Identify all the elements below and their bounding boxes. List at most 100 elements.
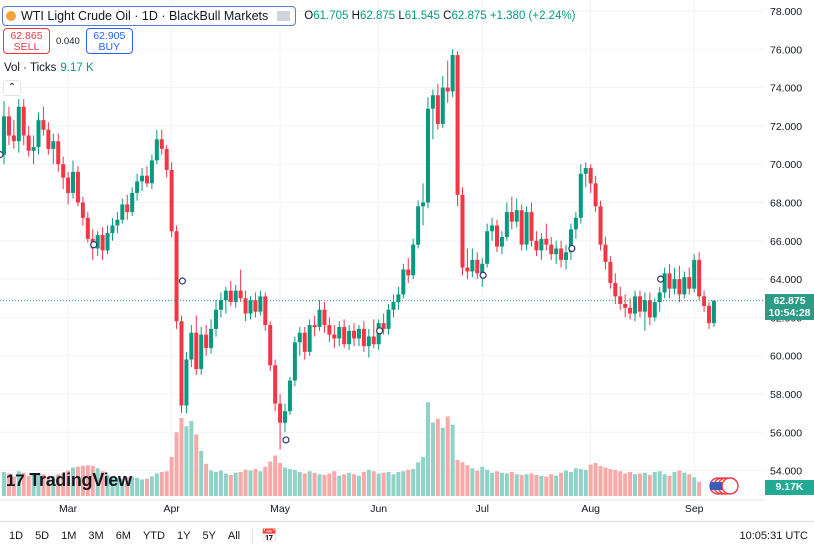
volume-bar: [154, 473, 159, 496]
candle-body: [692, 259, 697, 289]
candle-body: [406, 269, 411, 276]
tradingview-logo[interactable]: 17 TradingView: [6, 470, 132, 490]
volume-bar: [524, 474, 529, 496]
candle-body: [366, 336, 371, 347]
candle-body: [100, 235, 105, 251]
candle-body: [11, 135, 16, 142]
candle-body: [337, 326, 342, 339]
range-6m[interactable]: 6M: [115, 530, 131, 542]
range-3m[interactable]: 3M: [88, 530, 104, 542]
candle-body: [199, 334, 204, 370]
candle-body: [440, 87, 445, 124]
chevron-up-icon: ⌃: [7, 82, 17, 93]
candle-body: [682, 277, 687, 295]
volume-bar: [401, 471, 406, 496]
ohlc-values: O61.705 H62.875 L61.545 C62.875 +1.380 (…: [304, 10, 576, 22]
candle-body: [140, 175, 145, 182]
volume-bar: [347, 472, 352, 496]
candle-body: [544, 238, 549, 245]
volume-bar: [416, 462, 421, 496]
candle-body: [302, 332, 307, 352]
range-ytd[interactable]: YTD: [142, 530, 165, 542]
volume-bar: [95, 468, 100, 496]
range-5y[interactable]: 5Y: [202, 530, 216, 542]
volume-bar: [490, 472, 495, 496]
volume-bar: [662, 474, 667, 496]
candle-body: [258, 296, 263, 312]
volume-bar: [11, 476, 16, 496]
candle-body: [169, 169, 174, 232]
volume-bar: [110, 477, 115, 496]
range-1m[interactable]: 1M: [61, 530, 77, 542]
volume-bar: [647, 475, 652, 496]
event-marker-icon: [657, 275, 665, 283]
candle-body: [430, 95, 435, 109]
candle-body: [524, 212, 529, 245]
volume-bar: [21, 472, 26, 496]
candle-body: [268, 325, 273, 366]
candle-body: [573, 217, 578, 230]
utc-clock[interactable]: 10:05:31 UTC: [739, 530, 808, 542]
volume-bar: [125, 477, 130, 496]
candle-body: [174, 231, 179, 322]
range-5d[interactable]: 5D: [35, 530, 50, 542]
volume-bar: [475, 470, 480, 496]
volume-bar: [470, 468, 475, 496]
volume-bar: [169, 457, 174, 496]
volume-bar: [46, 476, 51, 496]
price-axis[interactable]: 78.000 76.000 74.000 72.000 70.000 68.000 66.0…: [770, 6, 802, 478]
range-all[interactable]: All: [227, 530, 241, 542]
range-1y[interactable]: 1Y: [176, 530, 191, 542]
candle-body: [110, 225, 115, 234]
candle-body: [105, 233, 110, 251]
volume-bar: [381, 472, 386, 496]
calendar-icon[interactable]: 📅: [261, 528, 278, 543]
volume-bar: [455, 460, 460, 496]
collapse-legend-button[interactable]: ⌃: [3, 80, 21, 96]
candle-body: [504, 212, 509, 237]
candle-body: [391, 302, 396, 310]
candle-body: [662, 273, 667, 293]
toolbar-divider: [252, 528, 254, 544]
volume-bar: [603, 467, 608, 496]
chart-grid: [0, 0, 764, 500]
candle-body: [352, 330, 357, 339]
time-tick-label: Apr: [163, 503, 180, 515]
price-chart[interactable]: 78.000 76.000 74.000 72.000 70.000 68.000 66.0…: [0, 0, 814, 521]
time-tick-label: Mar: [59, 503, 78, 515]
volume-bar: [204, 463, 209, 496]
time-axis[interactable]: Mar Apr May Jun Jul Aug Sep: [59, 503, 704, 515]
candle-body: [657, 292, 662, 303]
candle-body: [273, 365, 278, 404]
candle-body: [283, 411, 288, 423]
time-tick-label: Jun: [370, 503, 387, 515]
volume-bar: [697, 481, 702, 496]
volume-bar: [164, 471, 169, 496]
event-marker-icon: [568, 244, 576, 253]
range-1d[interactable]: 1D: [9, 530, 24, 542]
volume-bar: [391, 474, 396, 496]
candle-body: [677, 279, 682, 295]
volume-bar: [519, 475, 524, 496]
candle-body: [514, 210, 519, 222]
volume-bar: [287, 469, 292, 496]
event-markers: [0, 151, 665, 444]
event-flags-icon[interactable]: [709, 477, 739, 495]
symbol-selector[interactable]: WTI Light Crude Oil · 1D · BlackBull Mar…: [2, 6, 297, 26]
volume-bar: [337, 475, 342, 496]
candle-body: [613, 282, 618, 297]
volume-bar: [485, 469, 490, 496]
buy-button[interactable]: 62.905 BUY: [85, 28, 133, 54]
candle-body: [480, 263, 485, 274]
bar-countdown: 10:54:28: [768, 307, 811, 319]
volume-bar: [608, 469, 613, 496]
volume-bar: [317, 474, 322, 496]
volume-bars: [2, 402, 702, 496]
sell-button[interactable]: 62.865 SELL: [3, 28, 50, 54]
candle-body: [159, 139, 164, 149]
event-marker-icon: [376, 327, 384, 335]
volume-bar: [539, 475, 544, 496]
flag-icon[interactable]: [277, 11, 291, 21]
candle-body: [149, 160, 154, 184]
trade-panel: 62.865 SELL 0.040 62.905 BUY: [3, 28, 133, 54]
